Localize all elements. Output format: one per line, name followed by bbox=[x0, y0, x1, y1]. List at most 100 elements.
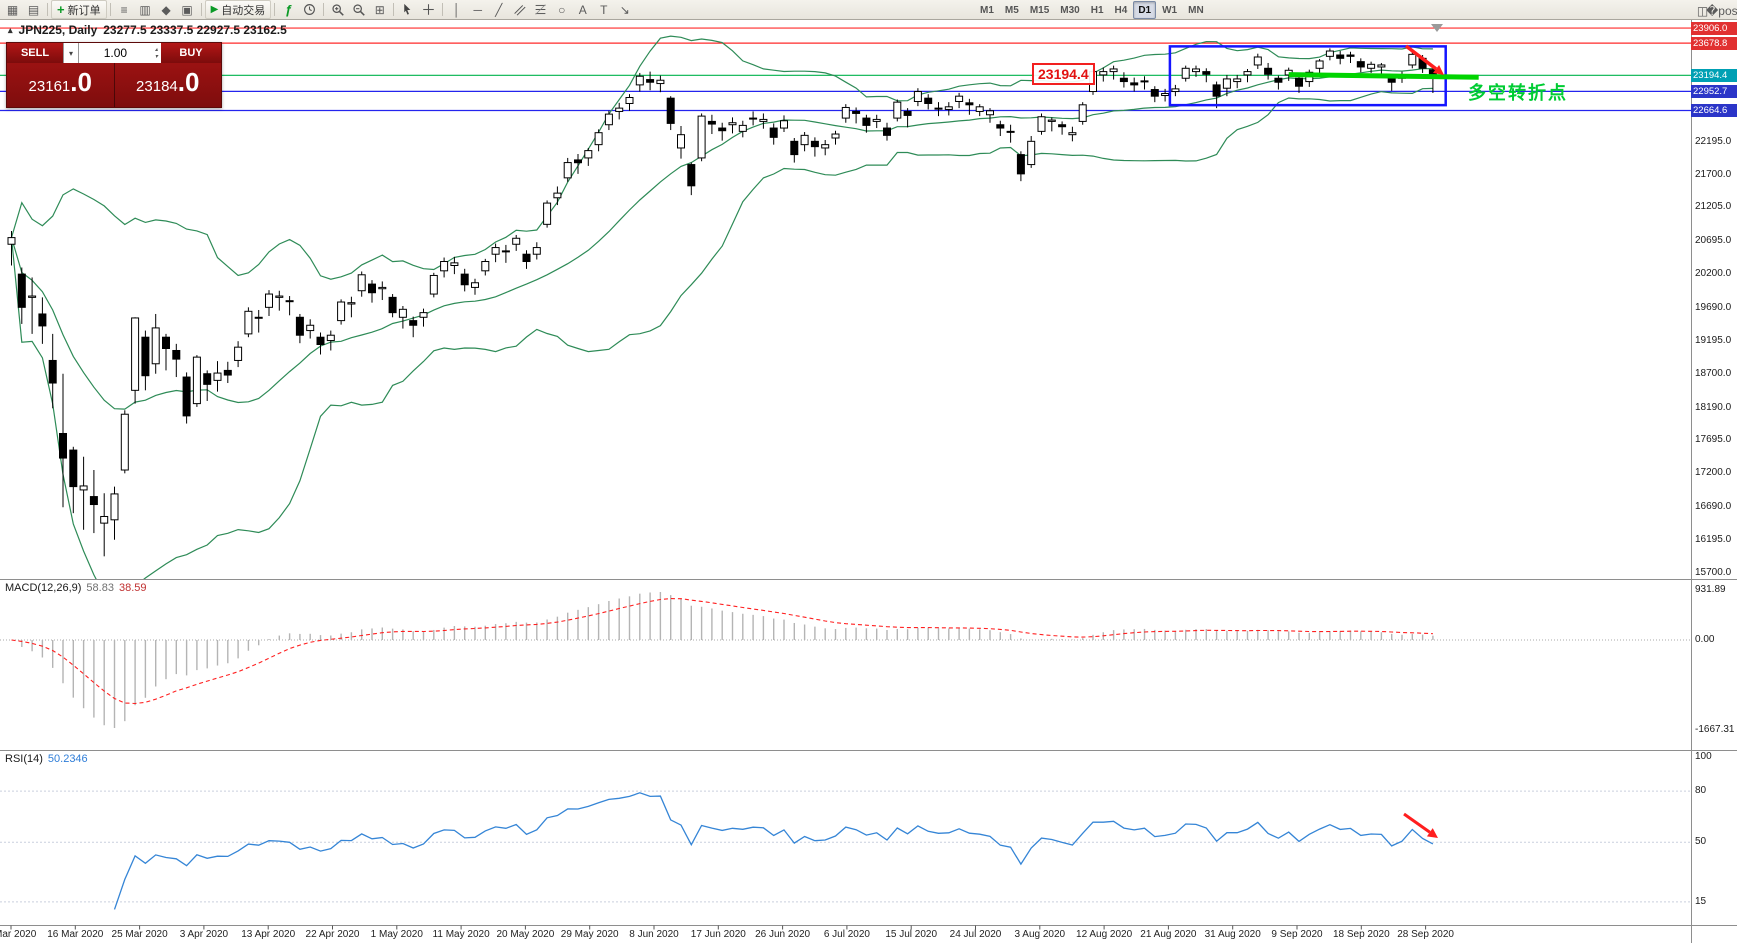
chart-header: ▴ JPN225, Daily 23277.5 23337.5 22927.5 … bbox=[8, 23, 287, 37]
timeframe-d1[interactable]: D1 bbox=[1133, 1, 1157, 19]
ellipse-tool-icon[interactable]: ○ bbox=[558, 2, 566, 17]
candle-body bbox=[89, 496, 98, 506]
arrow-shaft[interactable] bbox=[1404, 44, 1438, 71]
candle-body bbox=[1068, 132, 1077, 136]
rsi-axis-label: 80 bbox=[1695, 785, 1707, 797]
chart-shift-marker-icon[interactable] bbox=[1431, 24, 1443, 32]
plus-icon: + bbox=[57, 2, 65, 17]
price-tag-23194.4: 23194.4 bbox=[1691, 68, 1737, 82]
price-axis-label: 20200.0 bbox=[1695, 268, 1732, 280]
collapse-panel-caret-icon[interactable]: ▴ bbox=[8, 24, 13, 35]
price-axis-label: 20695.0 bbox=[1695, 235, 1732, 247]
market-watch-icon[interactable]: ≡ bbox=[120, 2, 128, 17]
label-tool-icon[interactable]: T bbox=[600, 2, 608, 17]
data-window-icon[interactable]: ▥ bbox=[139, 2, 151, 17]
timeframe-mn[interactable]: MN bbox=[1188, 4, 1204, 16]
autotrading-button[interactable]: ▶ 自动交易 bbox=[204, 0, 272, 19]
candle-body bbox=[553, 192, 562, 199]
zoom-in-icon[interactable] bbox=[327, 0, 348, 19]
candle-body bbox=[1150, 89, 1159, 97]
volume-spinner[interactable]: ▴ ▾ bbox=[152, 46, 161, 60]
timeframe-m15[interactable]: M15 bbox=[1029, 4, 1050, 16]
candle-body bbox=[460, 273, 469, 286]
sell-button[interactable]: SELL bbox=[7, 43, 63, 63]
rsi-layer[interactable] bbox=[0, 790, 1691, 910]
candle-body bbox=[38, 313, 47, 327]
fibonacci-tool-icon[interactable] bbox=[530, 0, 551, 19]
buy-price-display[interactable]: 23184.0 bbox=[115, 63, 222, 107]
candle-body bbox=[666, 97, 675, 124]
price-chart-layer[interactable] bbox=[0, 27, 1691, 601]
candle-body bbox=[1377, 64, 1386, 68]
candle-body bbox=[687, 164, 696, 187]
cursor-icon[interactable] bbox=[397, 0, 418, 19]
candle-body bbox=[1058, 124, 1067, 128]
new-chart-icon[interactable]: ▦ bbox=[6, 2, 19, 17]
price-axis-label: 17200.0 bbox=[1695, 467, 1732, 479]
vertical-line-tool-icon[interactable]: │ bbox=[453, 2, 461, 17]
volume-input[interactable] bbox=[79, 45, 152, 61]
candle-body bbox=[821, 144, 830, 149]
toolbar-separator bbox=[323, 3, 325, 16]
timeframe-h1[interactable]: H1 bbox=[1090, 4, 1104, 16]
candle-body bbox=[491, 247, 500, 255]
clock-icon[interactable] bbox=[299, 0, 320, 19]
new-indicator-icon[interactable]: ƒ bbox=[285, 2, 293, 17]
navigator-icon[interactable]: ◆ bbox=[161, 2, 171, 17]
macd-signal-value: 38.59 bbox=[118, 582, 147, 594]
candle-body bbox=[1408, 53, 1417, 66]
candle-body bbox=[594, 132, 603, 146]
rsi-axis-label: 100 bbox=[1695, 751, 1712, 762]
candle-body bbox=[59, 432, 67, 459]
price-axis: 22195.0 21700.0 21205.0 20695.0 20200.0 19690… bbox=[1691, 20, 1737, 943]
candle-body bbox=[151, 327, 160, 365]
sell-price-display[interactable]: 23161.0 bbox=[7, 63, 115, 107]
timeframe-h4[interactable]: H4 bbox=[1114, 4, 1128, 16]
profiles-icon[interactable]: ▤ bbox=[27, 2, 40, 17]
candle-body bbox=[347, 302, 356, 305]
crosshair-icon[interactable] bbox=[418, 0, 439, 19]
candle-body bbox=[718, 127, 727, 132]
trend-segment-annotation[interactable] bbox=[1288, 72, 1479, 80]
candle-body bbox=[450, 262, 459, 266]
macd-header: MACD(12,26,9) 58.83 38.59 bbox=[5, 582, 146, 594]
candle-body bbox=[7, 237, 16, 245]
new-order-button[interactable]: + 新订单 bbox=[51, 0, 107, 19]
horizontal-line-tool-icon[interactable]: ─ bbox=[473, 2, 483, 17]
trendline-tool-icon[interactable]: ╱ bbox=[495, 2, 503, 17]
candle-body bbox=[934, 107, 943, 110]
price-axis-label: 21205.0 bbox=[1695, 201, 1732, 213]
candle-body bbox=[275, 295, 284, 298]
candle-body bbox=[584, 150, 593, 159]
channel-tool-icon[interactable] bbox=[509, 0, 530, 19]
candle-body bbox=[1346, 54, 1355, 57]
spin-down-icon[interactable]: ▾ bbox=[154, 54, 158, 60]
volume-dropdown-caret-icon[interactable]: ▾ bbox=[63, 43, 79, 63]
toolbar-separator bbox=[393, 3, 395, 16]
timeframe-m1[interactable]: M1 bbox=[980, 4, 994, 16]
text-tool-icon[interactable]: A bbox=[578, 2, 587, 17]
candle-body bbox=[316, 336, 325, 346]
buy-button[interactable]: BUY bbox=[161, 43, 221, 63]
candle-body bbox=[852, 110, 861, 114]
candle-body bbox=[1367, 63, 1376, 69]
arrow-tool-icon[interactable]: ↘ bbox=[619, 2, 630, 17]
zoom-out-icon[interactable] bbox=[348, 0, 369, 19]
spin-up-icon[interactable]: ▴ bbox=[154, 47, 158, 53]
candle-body bbox=[141, 336, 150, 377]
timeframe-m30[interactable]: M30 bbox=[1060, 4, 1080, 16]
candle-body bbox=[1047, 119, 1056, 122]
toolbar-separator bbox=[47, 3, 48, 16]
timeframe-m5[interactable]: M5 bbox=[1004, 4, 1019, 16]
candle-body bbox=[326, 334, 335, 342]
overflow-icon[interactable]: �post bbox=[1706, 3, 1737, 18]
docking-icon[interactable]: ◫ bbox=[1696, 3, 1709, 18]
timeframe-w1[interactable]: W1 bbox=[1162, 4, 1178, 16]
candle-body bbox=[501, 250, 510, 253]
macd-layer[interactable] bbox=[0, 592, 1691, 728]
terminal-icon[interactable]: ▣ bbox=[181, 2, 193, 17]
price-tag-22664.6: 22664.6 bbox=[1691, 103, 1737, 117]
arrow-shaft[interactable] bbox=[1403, 812, 1431, 834]
tile-windows-icon[interactable]: ⊞ bbox=[374, 2, 385, 17]
